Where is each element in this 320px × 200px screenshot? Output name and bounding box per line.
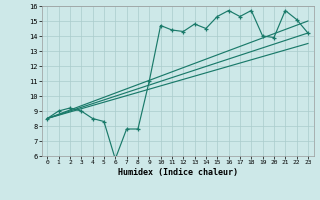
X-axis label: Humidex (Indice chaleur): Humidex (Indice chaleur)	[118, 168, 237, 177]
